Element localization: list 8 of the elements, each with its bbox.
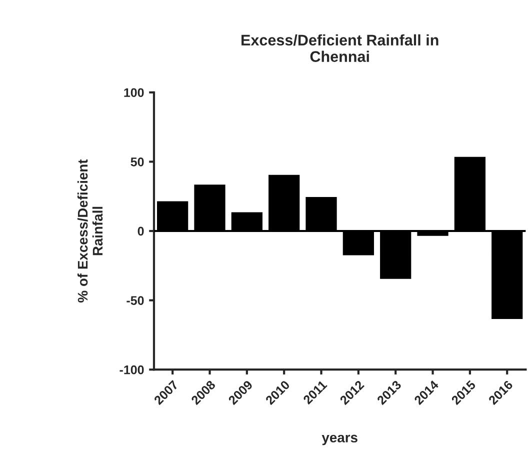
x-axis-title: years <box>322 434 358 446</box>
y-tick-label: -100 <box>120 365 144 374</box>
y-tick-label: 0 <box>138 226 144 236</box>
chart-title: Excess/Deficient Rainfall in Chennai <box>242 34 438 62</box>
y-tick-label: 50 <box>130 158 144 166</box>
y-tick-label: 100 <box>124 88 144 98</box>
y-axis-title: % of Excess/Deficient Rainfall <box>77 159 103 302</box>
y-tick-label: -50 <box>126 296 144 305</box>
